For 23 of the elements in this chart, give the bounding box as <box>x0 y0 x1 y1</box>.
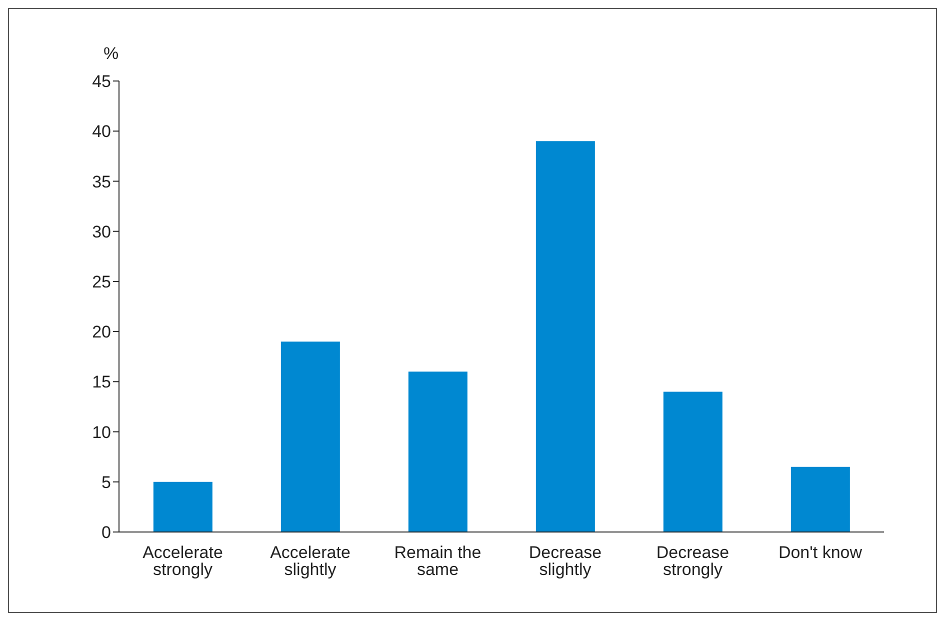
x-tick-label: Decrease strongly <box>656 543 730 580</box>
y-tick-label: 45 <box>92 72 111 92</box>
y-axis-title: % <box>103 44 119 63</box>
bar <box>153 482 212 532</box>
bar <box>408 372 468 532</box>
y-tick-label: 10 <box>92 422 111 442</box>
bar <box>663 392 722 532</box>
y-tick-label: 20 <box>92 322 111 342</box>
y-tick-label: 5 <box>102 472 111 492</box>
y-tick-label: 40 <box>92 122 111 142</box>
x-tick-label: Decrease slightly <box>528 543 602 580</box>
x-tick-label: Remain the same <box>394 543 482 580</box>
x-tick-label: Don't know <box>778 543 863 562</box>
y-tick-label: 15 <box>92 372 111 392</box>
bar <box>790 466 850 532</box>
y-tick-label: 35 <box>92 172 111 192</box>
x-tick-label: Accelerate strongly <box>142 543 223 580</box>
bar <box>536 141 595 532</box>
x-tick-label: Accelerate slightly <box>270 543 350 580</box>
y-tick-label: 30 <box>92 222 111 242</box>
y-tick-label: 0 <box>102 523 111 542</box>
bar <box>280 342 340 532</box>
y-tick-label: 25 <box>92 272 111 292</box>
